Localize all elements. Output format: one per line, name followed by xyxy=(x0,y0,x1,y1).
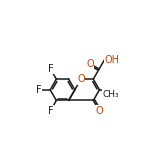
Text: F: F xyxy=(48,106,53,116)
Text: O: O xyxy=(95,106,103,116)
Text: F: F xyxy=(36,85,41,95)
Text: F: F xyxy=(48,64,53,74)
Text: CH₃: CH₃ xyxy=(103,90,119,99)
Text: O: O xyxy=(86,59,94,69)
Text: OH: OH xyxy=(104,55,119,65)
Text: O: O xyxy=(77,74,85,84)
